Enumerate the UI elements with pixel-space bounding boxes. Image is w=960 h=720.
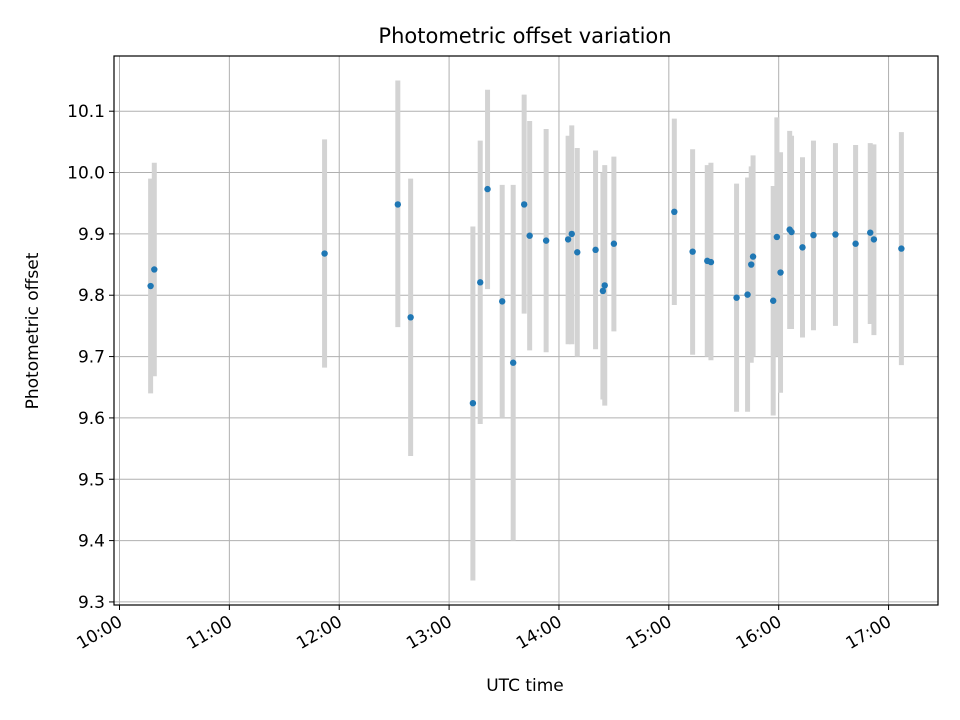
data-point — [852, 240, 859, 247]
data-point — [599, 287, 607, 295]
data-point — [870, 236, 878, 243]
data-point — [748, 261, 755, 268]
data-point — [749, 253, 757, 260]
data-point — [520, 201, 528, 208]
data-point — [777, 269, 784, 276]
data-point — [498, 298, 506, 305]
data-point — [867, 229, 874, 236]
y-tick-label: 9.4 — [78, 532, 105, 552]
y-tick-label: 9.8 — [78, 286, 105, 306]
data-point — [707, 258, 715, 266]
data-point — [564, 236, 572, 243]
data-point — [321, 250, 328, 257]
plot-area-frame — [113, 55, 939, 606]
data-point — [542, 237, 550, 244]
y-tick-label: 9.9 — [78, 225, 105, 245]
data-point — [610, 240, 618, 247]
data-point — [788, 228, 795, 236]
data-point — [733, 294, 740, 301]
data-point — [147, 282, 154, 290]
y-axis-title: Photometric offset — [23, 252, 43, 409]
x-axis-title: UTC time — [486, 676, 564, 696]
data-point — [689, 248, 696, 255]
data-point — [601, 282, 608, 289]
data-point — [574, 249, 581, 256]
data-point — [568, 230, 575, 238]
y-tick-label: 9.7 — [78, 348, 105, 368]
y-tick-label: 9.3 — [78, 593, 105, 613]
data-point — [744, 291, 751, 298]
data-point — [407, 314, 414, 321]
data-point — [592, 246, 599, 254]
data-points — [147, 185, 905, 407]
y-tick-label: 10.1 — [67, 102, 105, 122]
data-point — [477, 279, 484, 286]
data-point — [484, 185, 491, 193]
data-point — [394, 201, 402, 208]
data-point — [832, 231, 839, 238]
data-point — [526, 232, 533, 239]
y-tick-label: 9.5 — [78, 470, 105, 490]
data-point — [151, 266, 158, 273]
y-tick-label: 9.6 — [78, 409, 105, 429]
data-point — [773, 233, 781, 241]
data-point — [671, 208, 678, 216]
data-point — [898, 245, 905, 252]
data-point — [799, 244, 806, 251]
chart-title: Photometric offset variation — [378, 24, 671, 48]
y-tick-label: 10.0 — [67, 164, 105, 184]
data-point — [469, 399, 477, 407]
data-point — [770, 297, 777, 304]
data-point — [509, 359, 517, 366]
data-point — [810, 231, 817, 239]
